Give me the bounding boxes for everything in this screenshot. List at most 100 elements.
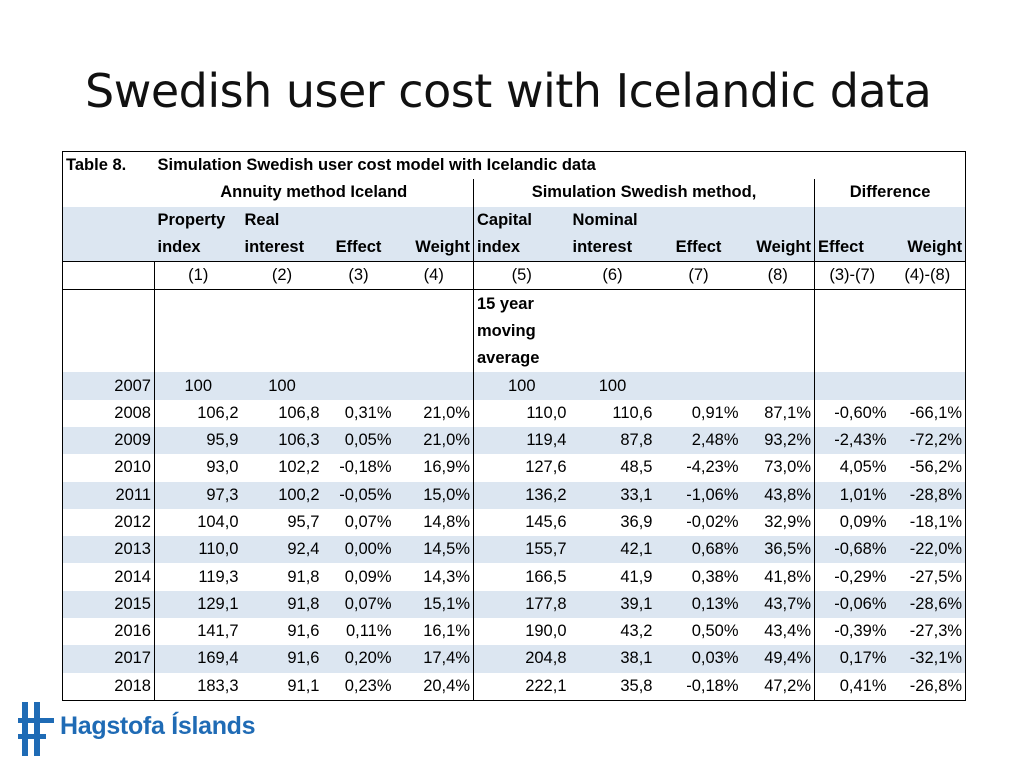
value-cell bbox=[394, 372, 474, 400]
value-cell: -0,68% bbox=[814, 536, 890, 564]
page-title: Swedish user cost with Icelandic data bbox=[85, 64, 932, 118]
table-row: 2016 141,7 91,6 0,11% 16,1% 190,0 43,2 0,50% 43,… bbox=[62, 618, 967, 646]
value-cell: -0,05% bbox=[322, 481, 395, 509]
hagstofa-logo-icon bbox=[18, 702, 54, 756]
value-cell: 0,17% bbox=[814, 645, 890, 673]
value-cell: 0,20% bbox=[322, 645, 395, 673]
value-cell: 0,23% bbox=[322, 672, 395, 701]
value-cell: 91,1 bbox=[241, 672, 323, 701]
col-top: Property bbox=[154, 206, 242, 234]
year-cell: 2009 bbox=[62, 426, 155, 455]
value-cell: -4,23% bbox=[686, 458, 739, 477]
col-bottom: Effect bbox=[814, 233, 890, 263]
col-number: (5) bbox=[473, 261, 570, 291]
col-top bbox=[655, 206, 742, 234]
value-cell: 0,07% bbox=[344, 513, 392, 531]
value-cell: 36,9 bbox=[620, 513, 653, 531]
value-cell: -18,1% bbox=[889, 508, 967, 537]
value-cell: 102,2 bbox=[278, 458, 320, 477]
value-cell: 91,8 bbox=[241, 590, 323, 619]
value-cell: -1,06% bbox=[655, 481, 742, 509]
value-cell: -26,8% bbox=[889, 672, 967, 701]
value-cell: 2,48% bbox=[655, 426, 742, 455]
col-number: (1) bbox=[154, 261, 242, 291]
value-cell: 100 bbox=[241, 372, 323, 400]
data-rows: 2007 100 100 100 100 2008 106,2 106,8 0,31% 21,0%… bbox=[62, 372, 967, 701]
col-top bbox=[394, 206, 474, 234]
col-top: Real bbox=[241, 206, 323, 234]
table-row: 2009 95,9 106,3 0,05% 21,0% 119,4 87,8 2,48% 93,… bbox=[62, 426, 967, 455]
group-difference: Difference bbox=[813, 179, 967, 207]
value-cell: -2,43% bbox=[814, 426, 890, 455]
value-cell: 33,1 bbox=[569, 481, 656, 509]
year-cell: 2008 bbox=[62, 399, 155, 427]
col-bottom: Weight bbox=[394, 233, 474, 263]
column-number-row: (1) (2) (3) (4) (5) (6) (7) (8) (3)-(7) … bbox=[62, 261, 967, 291]
value-cell: 110,0 bbox=[154, 536, 242, 564]
table-row: 2017 169,4 91,6 0,20% 17,4% 204,8 38,1 0,03% 49,… bbox=[62, 645, 967, 673]
value-cell: 41,8% bbox=[764, 567, 811, 586]
value-cell: 91,6 bbox=[241, 645, 323, 673]
year-cell: 2011 bbox=[62, 481, 155, 509]
value-cell: -0,06% bbox=[814, 590, 890, 619]
value-cell: 43,8% bbox=[741, 481, 815, 509]
table-row: 2008 106,2 106,8 0,31% 21,0% 110,0 110,6 0,91% 8… bbox=[62, 399, 967, 427]
value-cell: 0,00% bbox=[322, 536, 395, 564]
value-cell bbox=[889, 372, 967, 400]
value-cell: 0,07% bbox=[322, 590, 395, 619]
value-cell: 43,2 bbox=[620, 622, 653, 641]
note-line: moving bbox=[473, 317, 570, 346]
note-row: moving bbox=[62, 317, 967, 346]
value-cell: -28,6% bbox=[889, 590, 967, 619]
col-number: (3) bbox=[322, 261, 395, 291]
year-cell: 2017 bbox=[62, 645, 155, 673]
year-cell: 2015 bbox=[62, 590, 155, 619]
col-bottom: index bbox=[473, 233, 570, 263]
value-cell: 127,6 bbox=[473, 454, 570, 482]
value-cell: -27,5% bbox=[889, 563, 967, 591]
value-cell: 106,2 bbox=[154, 399, 242, 427]
year-cell: 2016 bbox=[62, 618, 155, 646]
col-bottom: Weight bbox=[889, 233, 967, 263]
value-cell: -72,2% bbox=[889, 426, 967, 455]
value-cell: -0,18% bbox=[655, 672, 742, 701]
col-bottom: index bbox=[154, 233, 242, 263]
value-cell: 87,1% bbox=[764, 403, 811, 422]
value-cell: 106,3 bbox=[241, 426, 323, 455]
value-cell: 20,4% bbox=[394, 672, 474, 701]
value-cell: 145,6 bbox=[473, 508, 570, 537]
value-cell bbox=[814, 372, 890, 400]
value-cell: 43,4% bbox=[764, 622, 811, 641]
value-cell: 95,9 bbox=[154, 426, 242, 455]
value-cell: -0,39% bbox=[814, 618, 890, 646]
col-number: (4)-(8) bbox=[889, 261, 967, 291]
col-bottom: Effect bbox=[655, 233, 742, 263]
value-cell: 36,5% bbox=[741, 536, 815, 564]
value-cell: 14,5% bbox=[394, 536, 474, 564]
table-row: 2010 93,0 102,2 -0,18% 16,9% 127,6 48,5 -4,23% 7… bbox=[62, 454, 967, 482]
value-cell: 204,8 bbox=[473, 645, 570, 673]
value-cell: 21,0% bbox=[394, 426, 474, 455]
value-cell bbox=[322, 372, 395, 400]
value-cell: -22,0% bbox=[889, 536, 967, 564]
value-cell: 100 bbox=[569, 372, 656, 400]
value-cell: 95,7 bbox=[287, 513, 320, 531]
value-cell: 100 bbox=[473, 372, 570, 400]
value-cell: 0,09% bbox=[814, 508, 890, 537]
value-cell: -0,60% bbox=[814, 399, 890, 427]
table-row: 2011 97,3 100,2 -0,05% 15,0% 136,2 33,1 -1,06% 4… bbox=[62, 481, 967, 509]
table-row: 2018 183,3 91,1 0,23% 20,4% 222,1 35,8 -0,18% 47… bbox=[62, 672, 967, 701]
value-cell: 14,8% bbox=[423, 513, 470, 531]
value-cell: 0,13% bbox=[655, 590, 742, 619]
value-cell: 0,11% bbox=[345, 622, 392, 641]
value-cell: 14,3% bbox=[423, 567, 470, 586]
value-cell: 0,41% bbox=[814, 672, 890, 701]
value-cell: 177,8 bbox=[473, 590, 570, 619]
value-cell: 100 bbox=[154, 372, 242, 400]
value-cell: 0,50% bbox=[691, 622, 739, 641]
note-row: 15 year bbox=[62, 289, 967, 318]
value-cell: -0,02% bbox=[686, 513, 739, 531]
value-cell bbox=[741, 372, 815, 400]
col-top: Capital bbox=[473, 206, 570, 234]
value-cell: 0,38% bbox=[691, 567, 739, 586]
